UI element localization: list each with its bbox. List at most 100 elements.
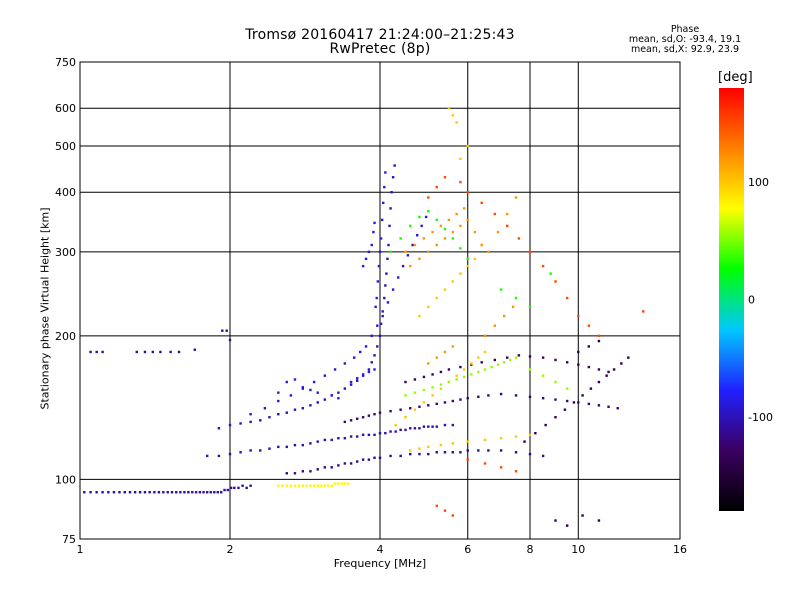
- data-point: [523, 440, 526, 443]
- data-point: [143, 350, 147, 354]
- grid-layer: [80, 62, 680, 539]
- data-point: [605, 374, 608, 377]
- data-point: [376, 345, 379, 348]
- data-point: [386, 257, 389, 261]
- data-point: [565, 361, 569, 364]
- data-point: [541, 454, 545, 458]
- data-point: [514, 356, 518, 359]
- data-point: [349, 380, 353, 384]
- data-point: [411, 243, 414, 247]
- data-point: [128, 491, 132, 494]
- data-point: [367, 370, 371, 374]
- data-point: [166, 491, 169, 494]
- data-point: [330, 394, 333, 397]
- data-point: [249, 412, 252, 416]
- data-point: [466, 440, 469, 443]
- data-point: [508, 358, 512, 362]
- phase-x-label: mean, sd,X:: [630, 44, 688, 55]
- data-point: [528, 368, 532, 371]
- data-point: [487, 449, 490, 452]
- data-point: [435, 296, 438, 300]
- data-point: [443, 350, 447, 354]
- data-point: [447, 368, 451, 371]
- data-point: [89, 350, 92, 354]
- data-point: [301, 387, 305, 390]
- data-point: [554, 519, 557, 522]
- data-point: [361, 373, 365, 376]
- data-point: [361, 264, 365, 268]
- data-point: [123, 491, 126, 494]
- data-point: [285, 411, 288, 414]
- data-point: [587, 365, 591, 369]
- data-point: [443, 401, 447, 404]
- data-point: [541, 264, 545, 268]
- data-point: [367, 368, 371, 371]
- y-tick-label: 400: [55, 186, 76, 199]
- data-point: [483, 334, 487, 338]
- data-point: [477, 449, 480, 452]
- data-point: [409, 224, 412, 228]
- data-point: [435, 402, 438, 406]
- data-point: [384, 284, 387, 287]
- data-point: [385, 272, 388, 275]
- data-point: [387, 243, 390, 247]
- data-point: [337, 391, 340, 394]
- data-point: [409, 452, 412, 456]
- data-point: [597, 380, 601, 384]
- data-point: [389, 454, 392, 458]
- data-point: [312, 484, 316, 487]
- data-point: [133, 491, 137, 494]
- data-point: [517, 354, 521, 357]
- data-point: [459, 398, 462, 401]
- data-point: [401, 264, 405, 268]
- data-point: [305, 484, 308, 487]
- data-point: [473, 230, 477, 234]
- data-point: [415, 234, 419, 237]
- data-point: [480, 201, 483, 205]
- data-point: [443, 237, 447, 240]
- data-point: [301, 386, 305, 389]
- data-point: [330, 466, 333, 469]
- data-point: [514, 451, 518, 454]
- y-tick-label: 750: [55, 56, 76, 69]
- data-point: [316, 468, 319, 471]
- data-point: [349, 383, 353, 386]
- data-point: [386, 301, 390, 304]
- data-point: [249, 420, 252, 424]
- data-point: [443, 288, 447, 291]
- data-point: [427, 404, 430, 407]
- data-point: [554, 398, 557, 401]
- colorbar-tick-label: 0: [748, 294, 755, 307]
- data-point: [361, 374, 365, 377]
- data-point: [607, 405, 610, 408]
- data-point: [337, 437, 340, 440]
- data-point: [409, 264, 412, 268]
- data-point: [597, 519, 601, 522]
- data-point: [376, 324, 379, 327]
- data-point: [162, 491, 165, 494]
- data-point: [427, 425, 430, 428]
- data-point: [455, 212, 458, 216]
- data-point: [435, 504, 438, 508]
- y-tick-label: 100: [55, 473, 76, 486]
- x-tick-label: 16: [673, 543, 687, 556]
- data-point: [219, 491, 223, 494]
- data-point: [435, 185, 438, 189]
- data-point: [389, 250, 392, 254]
- data-point: [427, 250, 430, 254]
- axes-layer: 1 2 4 6 8 10 16 75 100 200 300 400 500 600 750: [55, 56, 687, 556]
- data-point: [391, 288, 395, 291]
- data-point: [309, 470, 312, 473]
- data-point: [277, 412, 280, 416]
- data-point: [577, 401, 580, 404]
- data-point: [378, 431, 382, 435]
- x-tick-label: 4: [377, 543, 384, 556]
- data-point: [483, 368, 487, 371]
- data-point: [396, 276, 400, 279]
- data-point: [565, 296, 569, 300]
- data-point: [443, 423, 447, 427]
- data-point: [277, 445, 280, 449]
- data-point: [399, 237, 402, 240]
